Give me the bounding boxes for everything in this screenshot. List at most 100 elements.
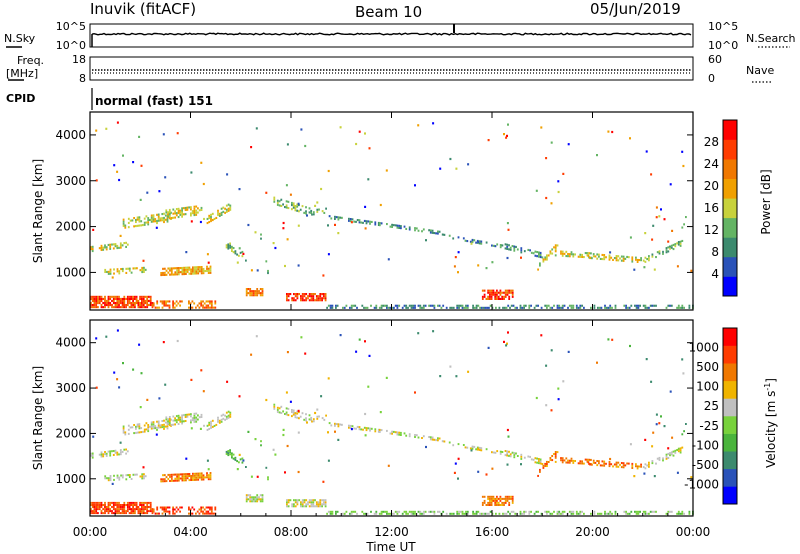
velocity-cell-1037 (375, 510, 378, 513)
velocity-cell-1163 (590, 512, 592, 515)
velocity-cell-797 (135, 504, 138, 506)
power-cell-709 (104, 299, 106, 302)
velocity-cell-255 (177, 418, 180, 421)
velocity-cell-863 (172, 512, 174, 515)
power-cell-1141 (553, 304, 555, 307)
power-cell-1234 (490, 289, 493, 292)
power-cell-99 (177, 269, 180, 272)
power-cell-668 (90, 304, 92, 307)
velocity-cell-4 (91, 452, 94, 455)
velocity-speckle-78 (414, 391, 416, 394)
velocity-cell-167 (127, 432, 130, 435)
power-cell-889 (200, 300, 203, 303)
velocity-cell-508 (516, 455, 519, 457)
velocity-cell-126 (192, 474, 194, 477)
power-cell-320 (225, 210, 228, 213)
power-cell-764 (123, 297, 126, 300)
power-colorbar-swatch-3 (723, 217, 737, 238)
power-cell-1148 (561, 304, 564, 307)
velocity-cell-643 (665, 457, 668, 460)
power-cell-865 (172, 302, 174, 305)
power-speckle-110 (190, 220, 193, 223)
velocity-cell-48 (118, 476, 121, 479)
velocity-cell-1073 (429, 510, 432, 513)
velocity-cell-1035 (373, 512, 376, 515)
power-cell-1169 (604, 306, 606, 309)
velocity-cell-100 (177, 473, 180, 476)
power-cell-806 (139, 297, 141, 300)
velocity-cell-38 (107, 479, 110, 482)
velocity-cell-325 (227, 410, 230, 413)
velocity-cell-1204 (677, 512, 680, 515)
power-cell-38 (107, 272, 110, 275)
velocity-cell-1047 (391, 512, 393, 515)
velocity-cell-484 (480, 449, 483, 452)
power-colorbar-swatch-5 (723, 178, 737, 199)
velocity-cell-966 (300, 501, 302, 504)
velocity-cell-590 (598, 460, 600, 463)
power-cell-1231 (490, 295, 493, 298)
velocity-cell-149 (202, 474, 205, 477)
velocity-cell-1238 (494, 504, 497, 506)
velocity-cell-1117 (509, 512, 511, 515)
velocity-cell-575 (586, 458, 589, 461)
velocity-cell-1220 (485, 504, 488, 506)
power-cell-575 (586, 252, 589, 255)
velocity-cell-669 (90, 508, 92, 511)
power-cell-856 (165, 302, 167, 305)
power-speckle-45 (339, 126, 342, 129)
power-cell-1280 (267, 272, 269, 275)
velocity-cell-751 (119, 512, 122, 515)
power-cell-254 (177, 216, 180, 219)
velocity-cell-553 (561, 459, 564, 462)
power-cell-821 (144, 302, 147, 305)
velocity-cell-1115 (505, 512, 508, 515)
velocity-cell-548 (554, 460, 557, 463)
velocity-cell-552 (561, 461, 564, 464)
power-cell-24 (116, 247, 119, 250)
velocity-cell-888 (200, 508, 203, 511)
velocity-cell-886 (198, 508, 201, 511)
velocity-cell-90 (174, 479, 177, 482)
velocity-cell-479 (475, 448, 477, 451)
velocity-cell-174 (135, 431, 137, 434)
power-cell-1163 (590, 306, 592, 309)
velocity-cell-175 (135, 427, 137, 430)
velocity-cell-380 (298, 411, 300, 414)
velocity-cell-653 (672, 450, 675, 453)
velocity-cell-156 (207, 474, 210, 477)
power-speckle-48 (655, 216, 658, 219)
power-cell-451 (414, 229, 416, 232)
velocity-cell-837 (149, 501, 152, 504)
velocity-cell-1241 (494, 497, 497, 500)
velocity-cell-369 (291, 409, 293, 411)
velocity-cell-688 (95, 501, 98, 504)
velocity-cell-920 (249, 496, 252, 499)
velocity-cell-239 (168, 424, 171, 427)
velocity-cell-1042 (384, 510, 386, 513)
power-cell-1171 (605, 306, 608, 309)
velocity-cell-252 (175, 419, 178, 422)
power-cell-466 (438, 230, 441, 233)
power-cell-1103 (479, 306, 481, 309)
velocity-cell-776 (128, 506, 131, 508)
power-cell-654 (674, 245, 677, 248)
velocity-cell-910 (214, 508, 217, 511)
power-cell-334 (229, 246, 231, 249)
velocity-cell-1081 (445, 512, 448, 515)
velocity-cell-723 (109, 504, 112, 506)
power-cell-780 (130, 304, 133, 307)
velocity-speckle-131 (367, 385, 370, 388)
power-cell-121 (190, 272, 192, 275)
velocity-cell-948 (287, 505, 290, 508)
velocity-cell-1124 (521, 512, 524, 515)
velocity-cell-855 (165, 510, 167, 513)
power-cell-248 (174, 216, 176, 219)
power-cell-1040 (380, 304, 383, 307)
power-cell-915 (245, 288, 248, 291)
power-cell-490 (496, 243, 499, 246)
power-cell-591 (599, 257, 602, 260)
power-cell-1090 (461, 306, 464, 309)
power-cell-723 (109, 297, 112, 300)
velocity-cell-864 (172, 510, 174, 513)
